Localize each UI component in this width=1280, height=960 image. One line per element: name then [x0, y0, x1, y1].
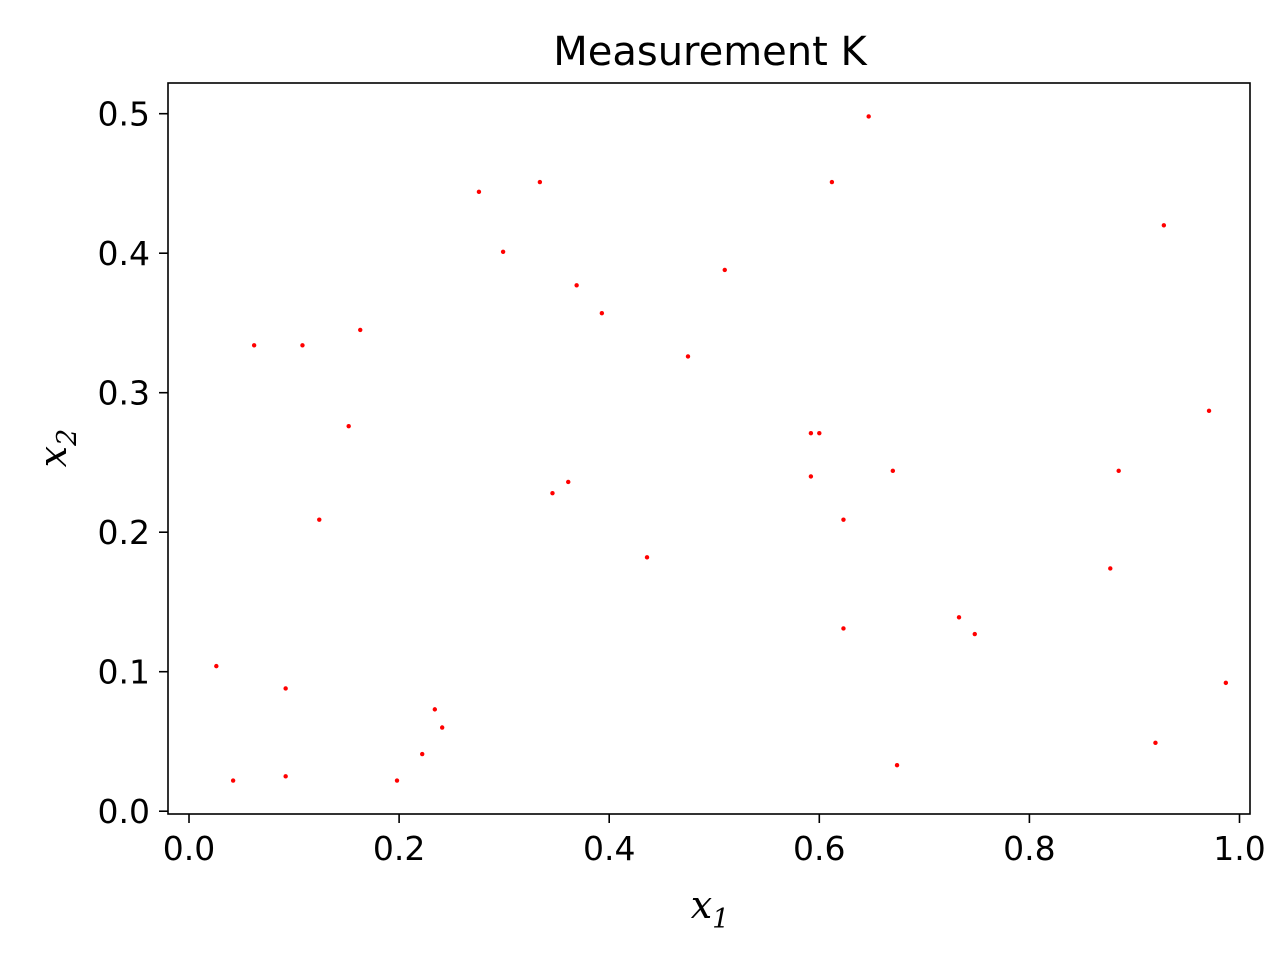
- x-tick-label: 0.2: [373, 829, 425, 868]
- data-point: [346, 423, 351, 429]
- y-tick-label: 0.4: [98, 234, 150, 273]
- data-point: [894, 762, 900, 768]
- axis-ticks: 0.0 0.2 0.4 0.6 0.8 1.0 0.0 0.1 0.2 0.3 0.4 0.5: [98, 95, 1266, 868]
- data-point: [230, 778, 236, 783]
- y-axis-label-sub: 2: [52, 429, 83, 447]
- data-point: [300, 343, 305, 348]
- data-point: [251, 343, 257, 348]
- data-point: [644, 555, 650, 560]
- data-point: [1153, 740, 1158, 746]
- y-tick-label: 0.2: [98, 513, 150, 552]
- y-tick-label: 0.1: [98, 653, 150, 692]
- data-point: [1206, 408, 1212, 414]
- data-point: [841, 517, 846, 522]
- data-point: [956, 615, 962, 620]
- data-point: [599, 310, 605, 316]
- data-point: [574, 283, 579, 288]
- data-point: [432, 707, 438, 712]
- data-point: [317, 517, 322, 522]
- data-point: [550, 490, 555, 496]
- x-axis-label: x1: [691, 883, 730, 935]
- data-point: [685, 354, 691, 359]
- data-point: [566, 479, 571, 485]
- data-point: [841, 626, 846, 631]
- data-point: [1108, 566, 1113, 571]
- data-point: [394, 778, 400, 783]
- data-point: [1161, 223, 1167, 228]
- x-tick-label: 1.0: [1213, 829, 1265, 868]
- data-point: [439, 725, 445, 730]
- y-tick-label: 0.0: [98, 792, 150, 831]
- plot-frame: [167, 82, 1251, 815]
- chart-title: Measurement K: [553, 29, 868, 75]
- data-point: [829, 179, 835, 185]
- data-point: [537, 179, 543, 185]
- data-point: [358, 327, 363, 333]
- data-point: [890, 468, 896, 474]
- data-points: [214, 114, 1229, 783]
- x-tick-label: 0.0: [163, 829, 215, 868]
- y-tick-label: 0.5: [98, 95, 150, 134]
- x-tick-label: 0.8: [1003, 829, 1055, 868]
- y-axis-label: x2: [31, 429, 83, 468]
- data-point: [420, 751, 425, 757]
- data-point: [866, 114, 871, 119]
- data-point: [722, 267, 727, 273]
- y-tick-label: 0.3: [98, 374, 150, 413]
- data-point: [1223, 680, 1229, 686]
- data-point: [214, 663, 219, 669]
- data-point: [500, 249, 506, 254]
- data-point: [283, 774, 288, 779]
- data-point: [808, 430, 814, 436]
- data-point: [972, 631, 977, 637]
- data-point: [808, 474, 814, 479]
- x-axis-label-sub: 1: [712, 904, 729, 935]
- y-axis-label-base: x: [31, 446, 75, 467]
- data-point: [476, 189, 482, 195]
- data-point: [283, 686, 288, 691]
- data-point: [1116, 468, 1121, 474]
- x-tick-label: 0.6: [793, 829, 845, 868]
- x-tick-label: 0.4: [583, 829, 635, 868]
- x-axis-label-base: x: [691, 883, 712, 927]
- data-point: [817, 430, 822, 436]
